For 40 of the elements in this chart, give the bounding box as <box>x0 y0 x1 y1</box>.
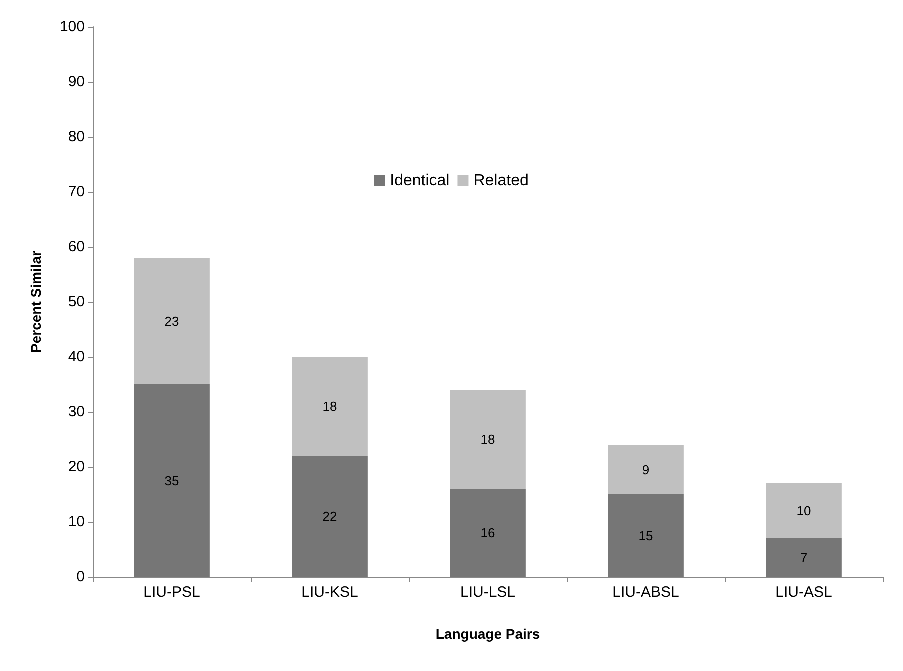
bar <box>292 456 368 577</box>
y-tick-label: 40 <box>68 348 85 366</box>
bar <box>134 384 210 577</box>
legend-label: Related <box>474 172 529 190</box>
bar <box>766 538 842 577</box>
x-axis-title: Language Pairs <box>436 626 540 642</box>
y-tick-label: 60 <box>68 238 85 256</box>
bar <box>450 489 526 577</box>
x-tick-label: LIU-ASL <box>776 584 832 601</box>
y-tick-label: 90 <box>68 74 85 90</box>
bar <box>608 445 684 494</box>
data-label: 7 <box>800 550 808 566</box>
y-tick-label: 80 <box>68 128 85 146</box>
data-label: 35 <box>164 473 180 488</box>
bar <box>292 357 368 456</box>
y-tick-label: 30 <box>68 404 85 420</box>
y-tick-label: 100 <box>60 18 85 36</box>
x-tick-label: LIU-ABSL <box>612 584 680 601</box>
bar <box>766 484 842 538</box>
legend-label: Identical <box>390 172 450 190</box>
bar <box>450 390 526 489</box>
x-tick-label: LIU-PSL <box>144 584 200 601</box>
data-label: 15 <box>638 528 654 544</box>
y-tick-label: 70 <box>68 184 85 200</box>
y-tick-label: 0 <box>76 568 85 586</box>
bar <box>608 494 684 577</box>
data-label: 22 <box>322 509 338 524</box>
y-tick-label: 20 <box>68 458 85 476</box>
data-label: 18 <box>480 432 496 447</box>
data-label: 23 <box>164 314 180 329</box>
x-tick-label: LIU-LSL <box>460 584 516 601</box>
data-label: 18 <box>322 399 338 414</box>
bar <box>134 258 210 384</box>
data-label: 16 <box>480 526 496 540</box>
data-label: 10 <box>796 504 812 518</box>
x-tick-label: LIU-KSL <box>302 584 358 601</box>
y-axis-title: Percent Similar <box>28 250 44 353</box>
data-label: 9 <box>642 462 650 478</box>
y-tick-label: 50 <box>68 294 85 310</box>
y-tick-label: 10 <box>68 514 85 530</box>
